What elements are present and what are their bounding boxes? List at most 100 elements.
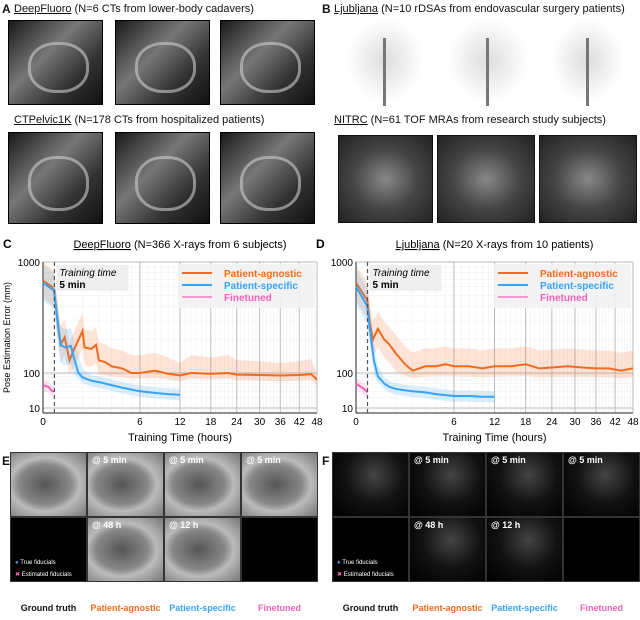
annotation-text: Training time — [59, 268, 116, 279]
tile-ground-truth — [10, 452, 87, 517]
series-line — [355, 286, 495, 398]
tile-label: @ 48 h — [414, 520, 444, 530]
circle-icon: ● — [15, 560, 19, 566]
y-tick-label: 1000 — [331, 258, 354, 269]
annotation-text: 5 min — [373, 280, 399, 291]
ct-volume — [220, 132, 315, 224]
legend-label: Patient-specific — [224, 281, 298, 292]
legend-text: True fiducials — [342, 560, 378, 566]
tile-label: @ 5 min — [491, 455, 526, 465]
x-tick-label: 0 — [40, 417, 46, 428]
mra-image — [338, 135, 433, 223]
tile-label: @ 48 h — [92, 520, 122, 530]
series-line — [42, 384, 55, 393]
series-line — [355, 382, 369, 394]
annotation-box — [369, 265, 442, 291]
chart-title: DeepFluoro (N=366 X-rays from 6 subjects… — [73, 239, 286, 251]
column-label: Patient-agnostic — [90, 603, 161, 613]
error-band — [356, 264, 633, 378]
x-tick-label: 48 — [311, 417, 323, 428]
tile: @ 5 min — [241, 452, 318, 517]
ct-volume — [115, 20, 210, 105]
tile-label: @ 5 min — [568, 455, 603, 465]
ct-volume — [220, 20, 315, 105]
x-tick-label: 48 — [627, 417, 639, 428]
y-tick-label: 10 — [29, 404, 41, 415]
dataset-name: DeepFluoro — [14, 3, 72, 15]
panel-b-title-2: NITRC (N=61 TOF MRAs from research study… — [334, 114, 606, 126]
tile: @ 12 h — [164, 517, 241, 582]
x-tick-label: 18 — [520, 417, 532, 428]
cross-icon: ✖ — [337, 572, 343, 578]
dataset-desc: (N=6 CTs from lower-body cadavers) — [71, 3, 254, 15]
tile-label: @ 5 min — [169, 455, 204, 465]
legend-label: Patient-agnostic — [224, 269, 302, 280]
mra-image — [539, 135, 637, 223]
x-tick-label: 42 — [610, 417, 622, 428]
column-label: Ground truth — [342, 603, 399, 613]
series-line — [355, 282, 634, 372]
rdsa-image — [545, 20, 630, 110]
circle-icon: ● — [337, 560, 341, 566]
x-tick-label: 42 — [294, 417, 306, 428]
ct-volume — [8, 132, 103, 224]
panel-b-label: B — [322, 2, 331, 16]
x-tick-label: 30 — [569, 417, 581, 428]
y-tick-label: 100 — [336, 369, 353, 380]
legend-label: Patient-specific — [540, 281, 614, 292]
x-tick-label: 6 — [451, 417, 457, 428]
tile: @ 48 h — [87, 517, 164, 582]
ct-volume — [8, 20, 103, 105]
column-label: Finetuned — [580, 603, 623, 613]
column-label: Patient-agnostic — [412, 603, 483, 613]
column-label: Ground truth — [20, 603, 77, 613]
x-axis-label: Training Time (hours) — [128, 432, 232, 444]
legend-text: True fiducials — [20, 560, 56, 566]
x-tick-label: 6 — [137, 417, 143, 428]
dataset-desc: (N=61 TOF MRAs from research study subje… — [367, 114, 606, 126]
tile-label: @ 5 min — [246, 455, 281, 465]
x-axis-label: Training Time (hours) — [442, 432, 546, 444]
legend-tile: ● True fiducials ✖ Estimated fiducials — [10, 517, 87, 582]
dataset-desc: (N=178 CTs from hospitalized patients) — [71, 114, 265, 126]
tile-label: @ 12 h — [169, 520, 199, 530]
tile: @ 5 min — [486, 452, 563, 517]
panel-a-title-1: DeepFluoro (N=6 CTs from lower-body cada… — [14, 3, 254, 15]
annotation-box — [56, 265, 129, 291]
legend-text: Estimated fiducials — [343, 572, 394, 578]
chart-title: Ljubljana (N=20 X-rays from 10 patients) — [396, 239, 594, 251]
panel-f-label: F — [322, 454, 330, 468]
x-tick-label: 36 — [590, 417, 602, 428]
y-axis-label: Pose Estimation Error (mm) — [2, 282, 12, 393]
panel-b-title-1: Ljubljana (N=10 rDSAs from endovascular … — [334, 3, 625, 15]
tile: @ 5 min — [164, 452, 241, 517]
mra-image — [437, 135, 535, 223]
column-label: Patient-specific — [169, 603, 236, 613]
y-tick-label: 1000 — [18, 258, 41, 269]
column-label: Finetuned — [258, 603, 301, 613]
x-tick-label: 0 — [353, 417, 359, 428]
error-band — [43, 262, 317, 386]
tile: @ 5 min — [409, 452, 486, 517]
charts: C DeepFluoro (N=366 X-rays from 6 subject… — [2, 237, 639, 444]
y-tick-label: 10 — [342, 404, 354, 415]
tile-ground-truth — [332, 452, 409, 517]
legend-label: Finetuned — [224, 293, 272, 304]
panel-a-title-2: CTPelvic1K (N=178 CTs from hospitalized … — [14, 114, 264, 126]
tile-label: @ 5 min — [92, 455, 127, 465]
series-line — [42, 279, 318, 381]
legend-true: ● True fiducials — [15, 560, 56, 566]
tile: @ 12 h — [486, 517, 563, 582]
legend-label: Patient-agnostic — [540, 269, 618, 280]
x-tick-label: 12 — [489, 417, 501, 428]
legend-label: Finetuned — [540, 293, 588, 304]
y-tick-label: 100 — [23, 369, 40, 380]
x-tick-label: 30 — [254, 417, 266, 428]
cross-icon: ✖ — [15, 572, 21, 578]
x-tick-label: 24 — [231, 417, 243, 428]
panel-a-label: A — [2, 2, 11, 16]
legend-true: ● True fiducials — [337, 560, 378, 566]
legend-est: ✖ Estimated fiducials — [15, 571, 72, 578]
empty-tile — [563, 517, 640, 582]
x-tick-label: 18 — [205, 417, 217, 428]
